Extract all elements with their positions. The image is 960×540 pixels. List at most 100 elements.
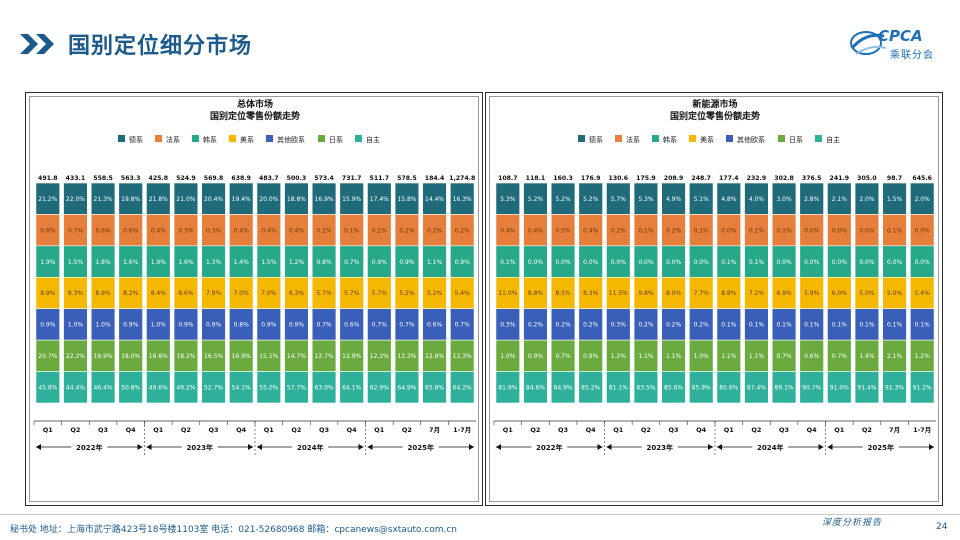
legend-swatch-美系 [229, 135, 236, 142]
bar-total-label: 569.8 [204, 175, 224, 182]
x-tick-label: 1-7月 [913, 426, 931, 434]
bar-value-label: 0.9% [40, 322, 56, 329]
legend-label: 日系 [789, 135, 803, 144]
bar-total-label: 425.8 [149, 175, 169, 182]
bar-value-label: 0.2% [611, 227, 627, 234]
bar-value-label: 16.9% [315, 196, 334, 203]
bar-value-label: 4.8% [721, 196, 737, 203]
bar-value-label: 9.8% [638, 290, 654, 297]
arrow-left-icon [606, 444, 612, 450]
chart-panel-inner [29, 96, 479, 502]
bar-value-label: 5.0% [859, 290, 875, 297]
bar-value-label: 0.9% [289, 322, 305, 329]
bar-value-label: 0.0% [694, 259, 710, 266]
bar-value-label: 15.9% [342, 196, 361, 203]
bar-value-label: 11.0% [498, 290, 517, 297]
bar-total-label: 563.3 [121, 175, 141, 182]
bar-value-label: 5.7% [344, 290, 360, 297]
bar-value-label: 4.0% [749, 196, 765, 203]
bar-total-label: 578.5 [397, 175, 417, 182]
legend-swatch-其他欧系 [726, 135, 733, 142]
bar-value-label: 0.1% [344, 227, 360, 234]
x-tick-label: Q4 [347, 426, 358, 434]
bar-value-label: 85.6% [664, 384, 683, 391]
bar-value-label: 0.3% [500, 322, 516, 329]
bar-total-label: 524.9 [176, 175, 196, 182]
footer-divider [0, 514, 960, 515]
bar-value-label: 54.1% [232, 384, 251, 391]
bar-value-label: 8.8% [721, 290, 737, 297]
arrow-right-icon [597, 444, 603, 450]
bar-value-label: 11.5% [609, 290, 628, 297]
bar-band-自主 [854, 371, 880, 404]
bar-value-label: 7.9% [206, 290, 222, 297]
bar-value-label: 0.3% [206, 227, 222, 234]
bar-total-label: 731.7 [342, 175, 362, 182]
bar-value-label: 0.0% [832, 259, 848, 266]
bar-value-label: 22.2% [66, 353, 85, 360]
bar-value-label: 5.2% [583, 196, 599, 203]
bar-total-label: 500.3 [287, 175, 307, 182]
bar-value-label: 8.2% [123, 290, 139, 297]
bar-value-label: 0.7% [776, 353, 792, 360]
bar-band-自主 [422, 371, 447, 404]
legend-swatch-美系 [689, 135, 696, 142]
bar-value-label: 0.2% [583, 322, 599, 329]
bar-band-自主 [256, 371, 281, 404]
bar-value-label: 91.0% [830, 384, 849, 391]
bar-value-label: 0.4% [528, 227, 544, 234]
bar-value-label: 84.9% [554, 384, 573, 391]
bar-band-自主 [63, 371, 88, 404]
bar-band-自主 [771, 371, 797, 404]
legend-swatch-日系 [778, 135, 785, 142]
bar-value-label: 0.9% [583, 353, 599, 360]
bar-value-label: 0.7% [344, 259, 360, 266]
bar-value-label: 0.7% [372, 322, 388, 329]
bar-value-label: 0.4% [500, 227, 516, 234]
bar-value-label: 12.7% [315, 353, 334, 360]
arrow-right-icon [469, 444, 474, 450]
bar-value-label: 0.1% [776, 227, 792, 234]
legend-label: 自主 [366, 135, 380, 144]
bar-value-label: 0.2% [399, 227, 415, 234]
bar-value-label: 0.0% [638, 259, 654, 266]
bar-total-label: 248.7 [691, 175, 711, 182]
year-group-label: 2025年 [408, 443, 434, 452]
bar-band-自主 [394, 371, 420, 404]
bar-value-label: 8.5% [555, 290, 571, 297]
bar-band-自主 [201, 371, 226, 404]
legend-label: 其他欧系 [277, 135, 305, 144]
bar-value-label: 1.5% [261, 259, 277, 266]
bar-band-自主 [744, 371, 769, 404]
bar-value-label: 90.7% [802, 384, 821, 391]
page-header: 国别定位细分市场 [18, 26, 252, 62]
bar-value-label: 5.2% [555, 196, 571, 203]
bar-value-label: 89.1% [775, 384, 794, 391]
bar-value-label: 0.0% [804, 227, 820, 234]
bar-value-label: 0.9% [123, 322, 139, 329]
bar-value-label: 5.7% [611, 196, 627, 203]
x-tick-label: Q1 [503, 426, 514, 434]
bar-value-label: 0.0% [583, 259, 599, 266]
bar-value-label: 5.4% [915, 290, 931, 297]
legend-label: 法系 [166, 135, 180, 144]
bar-value-label: 0.0% [832, 227, 848, 234]
year-group-label: 2024年 [297, 443, 323, 452]
bar-value-label: 1.5% [68, 259, 84, 266]
bar-value-label: 0.9% [372, 259, 388, 266]
arrow-left-icon [36, 444, 41, 450]
bar-value-label: 12.2% [370, 353, 389, 360]
bar-band-自主 [146, 371, 171, 404]
year-group-label: 2025年 [868, 443, 894, 452]
bar-value-label: 0.0% [859, 259, 875, 266]
bar-total-label: 232.9 [747, 175, 767, 182]
bar-value-label: 6.0% [832, 290, 848, 297]
year-group-label: 2023年 [647, 443, 673, 452]
legend-swatch-德系 [578, 135, 585, 142]
x-tick-label: Q1 [43, 426, 54, 434]
chart-panel-overall: 总体市场 国别定位零售份额走势 德系 法系 韩系 美系 其他欧系 日系 自主 491.8 433.1… [25, 92, 483, 506]
x-tick-label: Q4 [586, 426, 597, 434]
legend-swatch-德系 [118, 135, 125, 142]
bar-value-label: 0.7% [455, 322, 471, 329]
bar-value-label: 12.3% [397, 353, 416, 360]
